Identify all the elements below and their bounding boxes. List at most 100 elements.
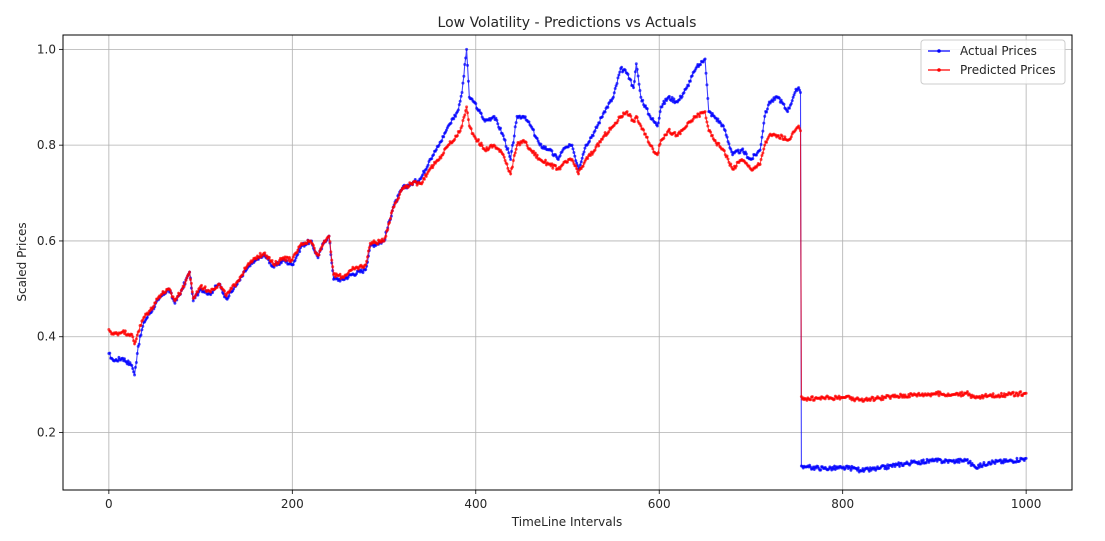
data-point — [338, 279, 342, 283]
data-point — [432, 153, 436, 157]
data-point — [600, 115, 604, 119]
data-point — [617, 73, 621, 77]
data-point — [479, 111, 483, 115]
data-point — [131, 366, 135, 370]
x-axis-label: TimeLine Intervals — [511, 515, 622, 529]
data-point — [191, 299, 195, 303]
data-point — [237, 278, 241, 282]
data-point — [650, 144, 654, 148]
data-point — [612, 91, 616, 95]
data-point — [888, 396, 892, 400]
data-point — [364, 263, 368, 267]
data-point — [791, 95, 795, 99]
data-point — [503, 159, 507, 163]
data-point — [439, 156, 443, 160]
y-tick-label: 0.2 — [37, 426, 56, 440]
data-point — [512, 153, 516, 157]
data-point — [407, 185, 411, 189]
data-point — [388, 220, 392, 224]
data-point — [140, 328, 144, 332]
data-point — [793, 90, 797, 94]
data-point — [787, 106, 791, 110]
data-point — [776, 134, 780, 138]
data-point — [957, 460, 961, 464]
data-point — [810, 395, 814, 399]
x-tick-label: 600 — [648, 497, 671, 511]
data-point — [462, 115, 466, 119]
data-point — [382, 239, 386, 243]
data-point — [635, 115, 639, 119]
data-point — [227, 294, 231, 298]
data-point — [616, 76, 620, 80]
data-point — [759, 158, 763, 162]
data-point — [632, 120, 636, 124]
data-point — [200, 283, 204, 287]
data-point — [1011, 390, 1015, 394]
data-point — [466, 118, 470, 122]
data-point — [134, 337, 138, 341]
data-point — [782, 102, 786, 106]
data-point — [135, 333, 139, 337]
data-point — [183, 281, 187, 285]
data-point — [295, 251, 299, 255]
data-point — [713, 138, 717, 142]
data-point — [329, 250, 333, 254]
data-point — [513, 125, 517, 129]
data-point — [613, 87, 617, 91]
data-point — [558, 154, 562, 158]
data-point — [437, 143, 441, 147]
data-point — [792, 93, 796, 97]
x-tick-label: 400 — [464, 497, 487, 511]
data-point — [765, 110, 769, 114]
data-point — [182, 285, 186, 289]
data-point — [431, 166, 435, 170]
data-point — [819, 397, 823, 401]
data-point — [346, 275, 350, 279]
data-point — [761, 151, 765, 155]
data-point — [665, 133, 669, 137]
data-point — [464, 56, 468, 60]
data-point — [1003, 395, 1007, 399]
data-point — [434, 148, 438, 152]
data-point — [779, 98, 783, 102]
data-point — [474, 102, 478, 106]
data-point — [130, 332, 134, 336]
data-point — [597, 144, 601, 148]
data-point — [588, 139, 592, 143]
data-point — [635, 67, 639, 71]
data-point — [758, 162, 762, 166]
data-point — [678, 132, 682, 136]
data-point — [141, 318, 145, 322]
data-point — [390, 209, 394, 213]
data-point — [168, 288, 172, 292]
data-point — [744, 152, 748, 156]
data-point — [432, 163, 436, 167]
data-point — [881, 398, 885, 402]
data-point — [660, 105, 664, 109]
y-tick-label: 0.8 — [37, 138, 56, 152]
data-point — [754, 153, 758, 157]
data-point — [641, 98, 645, 102]
data-point — [1015, 456, 1019, 460]
data-point — [887, 466, 891, 470]
data-point — [760, 153, 764, 157]
data-point — [495, 118, 499, 122]
data-point — [645, 135, 649, 139]
data-point — [688, 79, 692, 83]
data-point — [789, 102, 793, 106]
data-point — [773, 97, 777, 101]
data-point — [361, 271, 365, 275]
data-point — [492, 114, 496, 118]
data-point — [626, 72, 630, 76]
data-point — [709, 130, 713, 134]
data-point — [543, 161, 547, 165]
data-point — [327, 234, 331, 238]
data-point — [209, 293, 213, 297]
data-point — [288, 256, 292, 260]
data-point — [477, 108, 481, 112]
data-point — [462, 74, 466, 78]
data-point — [510, 165, 514, 169]
data-point — [809, 398, 813, 402]
data-point — [860, 397, 864, 401]
data-point — [765, 140, 769, 144]
